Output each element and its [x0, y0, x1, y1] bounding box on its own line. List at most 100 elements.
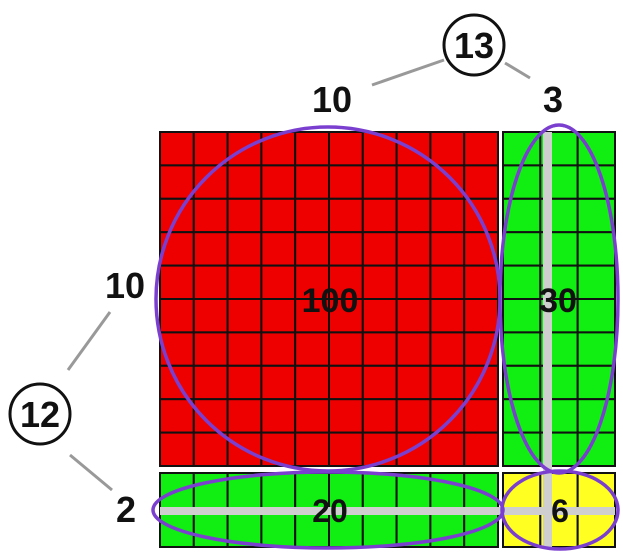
unit-square-red	[260, 298, 297, 334]
unit-square-green	[361, 472, 398, 511]
unit-square-red	[226, 231, 263, 267]
unit-square-red	[159, 164, 195, 200]
unit-square-red	[192, 431, 229, 468]
unit-square-red	[429, 131, 466, 167]
unit-square-green	[576, 231, 616, 267]
unit-square-red	[361, 231, 398, 267]
unit-square-green	[576, 398, 616, 434]
unit-square-red	[226, 197, 263, 234]
unit-square-red	[429, 398, 466, 434]
unit-square-red	[395, 197, 432, 234]
top-connector-right	[504, 61, 531, 80]
unit-square-red	[463, 264, 500, 301]
unit-square-red	[260, 231, 297, 267]
unit-square-green	[361, 509, 398, 548]
unit-square-red	[395, 398, 432, 434]
unit-square-red	[328, 264, 364, 301]
unit-square-red	[294, 398, 331, 434]
unit-square-red	[260, 398, 297, 434]
unit-square-red	[294, 231, 331, 267]
unit-square-red	[361, 197, 398, 234]
unit-square-red	[294, 197, 331, 234]
unit-square-red	[260, 164, 297, 200]
unit-square-red	[361, 298, 398, 334]
unit-square-red	[192, 197, 229, 234]
unit-square-red	[226, 164, 263, 200]
unit-square-red	[294, 164, 331, 200]
unit-square-red	[328, 331, 364, 367]
green-grid-30	[502, 131, 616, 468]
unit-square-green	[576, 264, 616, 301]
unit-square-red	[294, 431, 331, 468]
unit-square-red	[395, 298, 432, 334]
top-sum-label: 13	[454, 25, 494, 66]
left-sum-circle	[8, 382, 72, 446]
top-right-label: 3	[543, 79, 563, 120]
unit-square-red	[294, 331, 331, 367]
highlight-strips	[160, 132, 615, 548]
unit-square-red	[429, 331, 466, 367]
unit-square-red	[159, 431, 195, 468]
unit-square-red	[463, 431, 500, 468]
unit-square-red	[429, 264, 466, 301]
unit-square-red	[429, 164, 466, 200]
ellipse-30	[498, 123, 620, 475]
unit-square-red	[395, 264, 432, 301]
unit-square-red	[429, 197, 466, 234]
unit-square-red	[192, 298, 229, 334]
unit-square-red	[361, 364, 398, 401]
label-6: 6	[551, 493, 569, 529]
unit-square-red	[192, 231, 229, 267]
unit-square-red	[328, 164, 364, 200]
top-left-label: 10	[312, 79, 352, 120]
unit-square-red	[328, 398, 364, 434]
unit-square-red	[226, 264, 263, 301]
unit-square-red	[328, 197, 364, 234]
unit-square-red	[361, 431, 398, 468]
top-sum-circle	[442, 13, 506, 77]
unit-square-green	[576, 298, 616, 334]
unit-square-red	[361, 164, 398, 200]
left-lower-label: 2	[116, 489, 136, 530]
unit-square-green	[502, 164, 542, 200]
unit-square-red	[361, 398, 398, 434]
unit-square-red	[429, 231, 466, 267]
left-upper-label: 10	[105, 265, 145, 306]
unit-square-red	[463, 131, 500, 167]
unit-square-red	[226, 398, 263, 434]
unit-square-green	[260, 509, 297, 548]
unit-square-red	[328, 431, 364, 468]
ellipse-6	[500, 469, 620, 551]
unit-square-red	[226, 364, 263, 401]
unit-square-red	[463, 398, 500, 434]
left-sum-label: 12	[20, 394, 60, 435]
unit-square-green	[502, 398, 542, 434]
unit-square-red	[192, 398, 229, 434]
unit-square-red	[192, 364, 229, 401]
label-30: 30	[539, 282, 577, 320]
unit-square-red	[429, 364, 466, 401]
unit-square-red	[361, 331, 398, 367]
unit-square-red	[226, 331, 263, 367]
left-connector-lower	[69, 453, 113, 492]
unit-square-red	[429, 431, 466, 468]
unit-square-red	[260, 264, 297, 301]
unit-square-red	[159, 264, 195, 301]
unit-square-red	[260, 197, 297, 234]
label-20: 20	[312, 493, 348, 529]
unit-square-green	[502, 298, 542, 334]
unit-square-red	[192, 331, 229, 367]
unit-square-red	[328, 231, 364, 267]
unit-square-red	[395, 331, 432, 367]
unit-square-red	[294, 131, 331, 167]
unit-square-red	[328, 131, 364, 167]
unit-square-red	[361, 131, 398, 167]
unit-square-red	[395, 364, 432, 401]
unit-square-red	[328, 364, 364, 401]
top-connector-left	[371, 58, 445, 87]
unit-square-red	[395, 231, 432, 267]
unit-square-red	[192, 264, 229, 301]
unit-square-red	[395, 131, 432, 167]
unit-square-red	[159, 298, 195, 334]
